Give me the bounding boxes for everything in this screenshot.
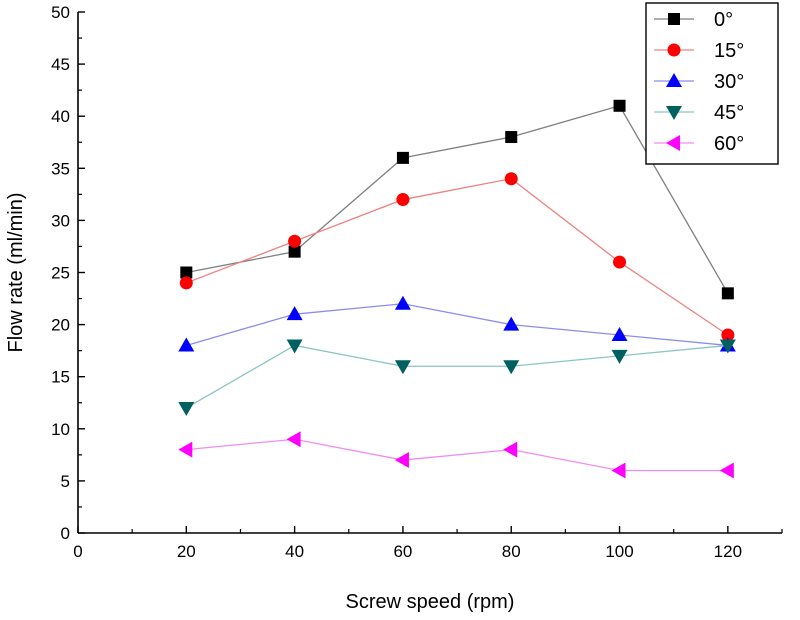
data-point: [503, 441, 518, 458]
legend-box: [645, 2, 779, 165]
legend-marker: [666, 73, 682, 87]
y-tick-label: 15: [51, 368, 70, 387]
data-point: [394, 452, 409, 469]
legend-label: 45°: [714, 102, 744, 124]
y-tick-label: 45: [51, 55, 70, 74]
data-point: [505, 131, 518, 144]
data-point: [396, 151, 409, 164]
x-axis-title: Screw speed (rpm): [346, 591, 515, 613]
data-point: [613, 99, 626, 112]
x-tick-label: 80: [502, 542, 521, 561]
data-point: [286, 339, 303, 354]
data-point: [719, 462, 734, 479]
legend-label: 30°: [714, 71, 744, 93]
data-point: [180, 266, 193, 279]
legend-label: 15°: [714, 40, 744, 62]
y-tick-label: 50: [51, 3, 70, 22]
x-tick-label: 20: [177, 542, 196, 561]
y-tick-label: 10: [51, 420, 70, 439]
y-tick-label: 40: [51, 107, 70, 126]
data-point: [613, 255, 627, 269]
series-line: [186, 178, 729, 336]
data-point: [178, 401, 195, 416]
data-point: [721, 328, 735, 342]
x-tick-label: 100: [605, 542, 633, 561]
series-3: [178, 339, 736, 416]
data-point: [288, 245, 301, 258]
y-tick-label: 30: [51, 211, 70, 230]
data-point: [394, 295, 411, 310]
data-point: [611, 462, 626, 479]
data-point: [286, 306, 303, 321]
data-point: [396, 193, 410, 207]
data-point: [178, 337, 195, 352]
data-point: [179, 276, 193, 290]
legend-marker: [666, 135, 680, 151]
legend-entry: 45°: [654, 102, 744, 124]
data-point: [394, 360, 411, 375]
data-point: [721, 287, 734, 300]
x-tick-label: 60: [393, 542, 412, 561]
y-tick-label: 20: [51, 316, 70, 335]
x-tick-label: 0: [73, 542, 82, 561]
data-point: [503, 360, 520, 375]
data-point: [288, 234, 302, 248]
series-layer: [178, 99, 736, 479]
data-point: [503, 316, 520, 331]
legend-label: 60°: [714, 133, 744, 155]
legend-marker: [666, 106, 682, 120]
y-tick-label: 25: [51, 264, 70, 283]
legend-entry: 60°: [654, 133, 744, 155]
data-point: [611, 349, 628, 364]
y-tick-label: 0: [61, 524, 70, 543]
series-4: [178, 431, 734, 479]
series-line: [186, 303, 728, 347]
series-line: [186, 438, 728, 472]
axes: 0 5 10 15 20 25 30 35 40 45 50 0 20 40 60 80 100 120: [51, 3, 783, 561]
series-line: [186, 105, 729, 294]
x-tick-label: 120: [714, 542, 742, 561]
data-point: [178, 441, 193, 458]
legend-marker: [667, 43, 681, 57]
legend: 0° 15° 30° 45° 60°: [645, 2, 779, 165]
legend-entry: 15°: [654, 40, 744, 62]
y-tick-label: 5: [61, 472, 70, 491]
data-point: [611, 327, 628, 342]
data-point: [504, 172, 518, 186]
series-0: [180, 99, 734, 300]
y-tick-label: 35: [51, 159, 70, 178]
data-point: [719, 339, 736, 354]
series-line: [185, 344, 728, 409]
y-axis-title: Flow rate (ml/min): [5, 192, 27, 352]
legend-marker: [668, 13, 680, 25]
legend-entry: 0°: [654, 9, 733, 31]
series-2: [178, 295, 736, 352]
legend-entry: 30°: [654, 71, 744, 93]
x-tick-label: 40: [285, 542, 304, 561]
legend-label: 0°: [714, 9, 733, 31]
data-point: [286, 431, 301, 448]
series-1: [179, 172, 735, 342]
